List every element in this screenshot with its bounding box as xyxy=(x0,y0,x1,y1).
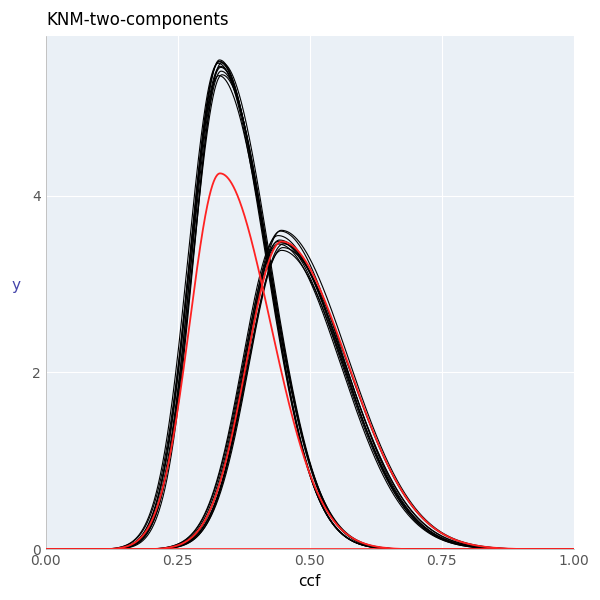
X-axis label: ccf: ccf xyxy=(299,574,321,589)
Y-axis label: y: y xyxy=(11,278,20,293)
Text: KNM-two-components: KNM-two-components xyxy=(46,11,229,29)
